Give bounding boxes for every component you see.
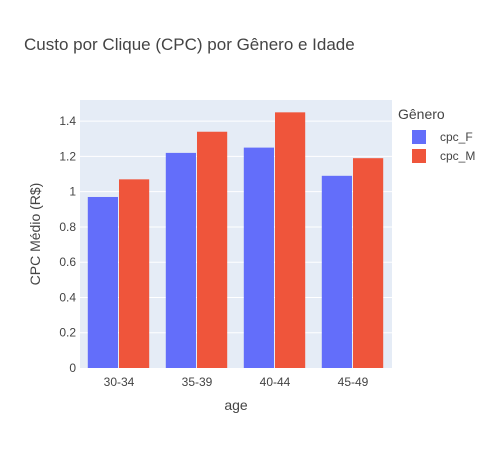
legend-title: Gênero: [398, 106, 445, 122]
bar-cpc_F-40-44[interactable]: [243, 147, 274, 368]
x-tick-label: 40-44: [260, 375, 291, 389]
bar-cpc_M-45-49[interactable]: [353, 158, 384, 368]
bar-cpc_F-45-49[interactable]: [321, 175, 352, 368]
y-tick-labels: 0 0.2 0.4 0.6 0.8 1 1.2 1.4: [59, 114, 76, 375]
legend-swatch-cpc_F[interactable]: [412, 130, 426, 144]
y-tick-label: 0.8: [59, 220, 76, 234]
y-tick-label: 1.2: [59, 149, 76, 163]
y-tick-label: 0.2: [59, 326, 76, 340]
legend-items: cpc_F cpc_M: [412, 130, 475, 163]
x-tick-label: 35-39: [182, 375, 213, 389]
y-tick-label: 1: [69, 185, 76, 199]
bars: [87, 112, 384, 368]
y-tick-label: 0.6: [59, 255, 76, 269]
x-tick-labels: 30-34 35-39 40-44 45-49: [104, 375, 369, 389]
y-tick-label: 1.4: [59, 114, 76, 128]
legend-label-cpc_F[interactable]: cpc_F: [440, 130, 473, 144]
x-tick-label: 30-34: [104, 375, 135, 389]
x-tick-label: 45-49: [338, 375, 369, 389]
bar-cpc_M-40-44[interactable]: [275, 112, 306, 368]
y-axis-title: CPC Médio (R$): [27, 183, 43, 286]
chart-title: Custo por Clique (CPC) por Gênero e Idad…: [24, 35, 355, 54]
legend-swatch-cpc_M[interactable]: [412, 149, 426, 163]
legend-label-cpc_M[interactable]: cpc_M: [440, 149, 475, 163]
bar-cpc_M-35-39[interactable]: [197, 131, 228, 368]
y-tick-label: 0.4: [59, 290, 76, 304]
legend: Gênero cpc_F cpc_M: [398, 106, 475, 163]
bar-cpc_M-30-34[interactable]: [119, 179, 150, 368]
bar-cpc_F-35-39[interactable]: [165, 152, 196, 368]
x-axis-title: age: [224, 397, 248, 413]
bar-cpc_F-30-34[interactable]: [87, 196, 118, 368]
y-tick-label: 0: [69, 361, 76, 375]
